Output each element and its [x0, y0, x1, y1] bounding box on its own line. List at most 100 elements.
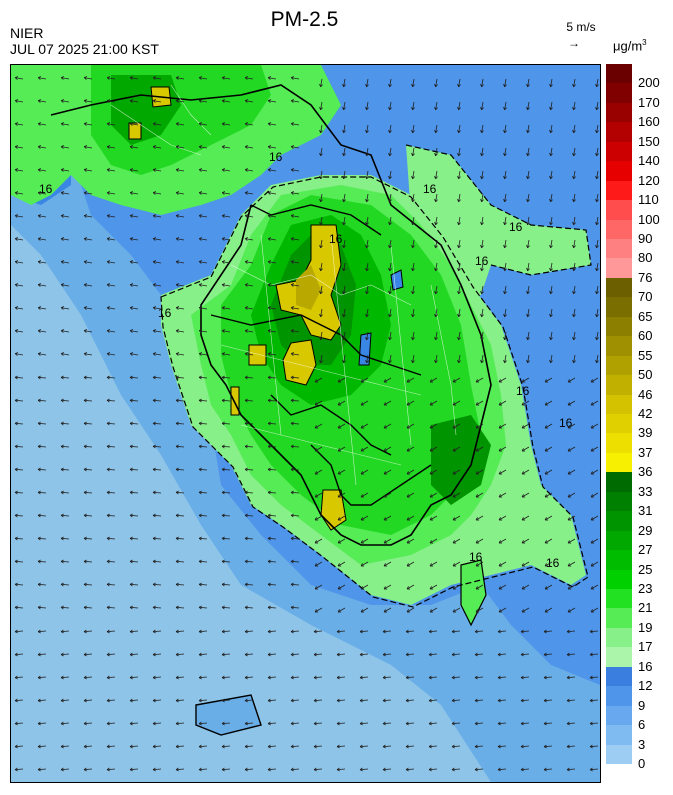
wind-arrow-icon — [198, 630, 208, 633]
wind-arrow-icon — [152, 630, 162, 633]
wind-arrowhead-icon — [129, 283, 134, 287]
wind-arrow-icon — [152, 745, 162, 748]
wind-arrow-icon — [61, 77, 70, 80]
wind-arrowhead-icon — [221, 744, 225, 749]
wind-arrow-icon — [527, 124, 530, 133]
wind-arrow-icon — [244, 699, 254, 702]
wind-arrowhead-icon — [290, 629, 294, 634]
wind-arrow-icon — [152, 491, 162, 494]
wind-arrowhead-icon — [457, 244, 461, 249]
wind-arrowhead-icon — [129, 582, 133, 587]
wind-arrow-icon — [14, 583, 24, 586]
wind-arrow-icon — [497, 699, 507, 702]
wind-arrow-icon — [405, 630, 415, 633]
wind-arrow-icon — [130, 330, 139, 333]
wind-arrowhead-icon — [544, 517, 549, 521]
wind-arrow-icon — [474, 768, 484, 771]
wind-arrow-icon — [14, 768, 24, 771]
wind-arrowhead-icon — [244, 744, 248, 749]
pm25-map[interactable]: 16 16 16 16 16 16 16 16 16 16 16 — [10, 64, 601, 783]
wind-arrow-icon — [37, 630, 47, 633]
wind-arrowhead-icon — [267, 421, 271, 426]
wind-arrow-icon — [527, 101, 530, 110]
wind-arrowhead-icon — [14, 329, 19, 333]
wind-arrow-icon — [429, 584, 438, 590]
wind-arrowhead-icon — [474, 629, 478, 634]
wind-arrowhead-icon — [14, 559, 18, 564]
wind-arrow-icon — [429, 377, 438, 383]
wind-arrowhead-icon — [521, 563, 526, 567]
wind-arrow-icon — [83, 422, 93, 425]
wind-arrow-icon — [590, 377, 599, 383]
wind-arrow-icon — [176, 192, 185, 195]
wind-arrow-icon — [84, 330, 93, 333]
wind-arrow-icon — [130, 307, 139, 310]
wind-arrow-icon — [429, 607, 438, 613]
wind-arrowhead-icon — [521, 609, 526, 613]
wind-arrow-icon — [360, 446, 369, 452]
wind-arrowhead-icon — [198, 260, 203, 264]
wind-arrowhead-icon — [405, 698, 409, 703]
wind-arrowhead-icon — [589, 698, 593, 703]
wind-arrow-icon — [268, 261, 277, 264]
wind-arrowhead-icon — [129, 76, 134, 80]
wind-arrowhead-icon — [290, 675, 294, 680]
wind-arrow-icon — [359, 653, 369, 656]
wind-arrow-icon — [389, 308, 392, 317]
wind-arrowhead-icon — [198, 352, 203, 356]
wind-arrow-icon — [129, 653, 139, 656]
wind-arrow-icon — [106, 630, 116, 633]
wind-arrowhead-icon — [83, 467, 87, 472]
wind-arrow-icon — [244, 745, 254, 748]
wind-arrow-icon — [481, 285, 484, 294]
wind-arrow-icon — [497, 722, 507, 725]
wind-arrow-icon — [320, 216, 323, 225]
wind-arrowhead-icon — [152, 283, 157, 287]
wind-arrowhead-icon — [198, 605, 202, 610]
wind-arrow-icon — [14, 468, 24, 471]
wind-arrow-icon — [343, 239, 346, 248]
wind-arrow-icon — [199, 100, 208, 103]
wind-arrow-icon — [336, 630, 346, 633]
wind-arrowhead-icon — [14, 76, 19, 80]
wind-arrowhead-icon — [474, 767, 478, 772]
wind-arrow-icon — [481, 262, 484, 271]
wind-arrow-icon — [222, 307, 231, 310]
wind-arrow-icon — [451, 745, 461, 748]
legend-swatch — [606, 511, 632, 532]
wind-arrowhead-icon — [595, 106, 599, 111]
wind-arrow-icon — [83, 537, 93, 540]
wind-arrowhead-icon — [152, 398, 156, 403]
wind-arrowhead-icon — [544, 402, 549, 406]
wind-arrowhead-icon — [365, 359, 369, 364]
wind-arrow-icon — [320, 193, 323, 202]
wind-arrow-icon — [389, 78, 392, 87]
wind-arrow-icon — [435, 285, 438, 294]
wind-arrow-icon — [37, 676, 47, 679]
wind-arrow-icon — [245, 100, 254, 103]
wind-arrow-icon — [244, 583, 254, 586]
wind-arrow-icon — [458, 193, 461, 202]
wind-arrowhead-icon — [244, 191, 249, 195]
wind-arrow-icon — [61, 284, 70, 287]
wind-arrowhead-icon — [544, 448, 549, 452]
wind-arrow-icon — [451, 653, 461, 656]
wind-arrowhead-icon — [319, 129, 323, 134]
wind-arrow-icon — [382, 630, 392, 633]
wind-arrow-icon — [573, 216, 576, 225]
wind-arrow-icon — [504, 262, 507, 271]
wind-arrow-icon — [129, 376, 139, 379]
wind-arrow-icon — [573, 170, 576, 179]
wind-arrow-icon — [320, 285, 323, 294]
wind-arrow-icon — [290, 768, 300, 771]
wind-arrow-icon — [130, 261, 139, 264]
wind-arrow-icon — [389, 331, 392, 340]
legend-label: 90 — [638, 231, 653, 246]
wind-arrowhead-icon — [572, 152, 576, 157]
wind-arrowhead-icon — [198, 99, 203, 103]
legend-label: 42 — [638, 406, 653, 421]
wind-arrowhead-icon — [337, 494, 342, 498]
wind-arrow-icon — [129, 676, 139, 679]
wind-arrow-icon — [544, 400, 553, 406]
wind-arrowhead-icon — [388, 83, 392, 88]
